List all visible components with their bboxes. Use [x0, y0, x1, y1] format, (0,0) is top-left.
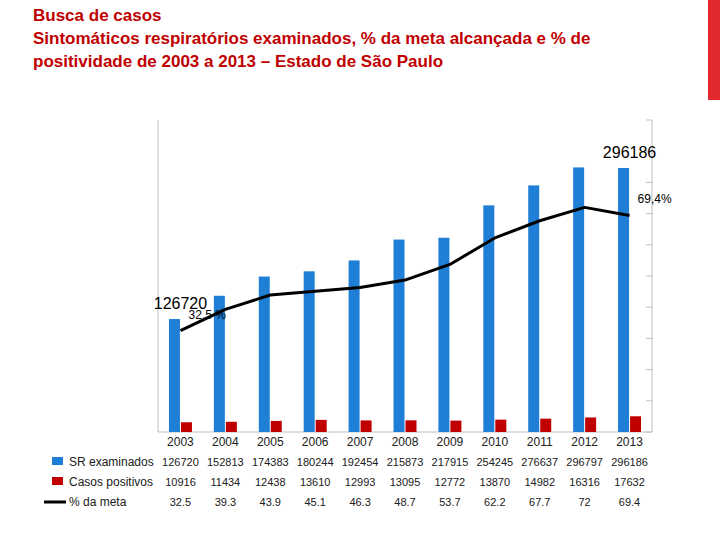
chart: 296186 69,4% 126720 32,5 % 2003 2004 2005 2006 2…: [0, 0, 720, 540]
y-axis: [158, 120, 159, 432]
bar: [259, 277, 270, 432]
x-tick-label: 2011: [527, 435, 553, 449]
y2-tick: [646, 213, 652, 214]
table-value: 12993: [345, 476, 376, 488]
bar: [495, 420, 506, 432]
table-value: 46.3: [349, 496, 370, 508]
table-value: 48.7: [394, 496, 415, 508]
y2-tick: [646, 120, 652, 121]
table-value: 69.4: [619, 496, 640, 508]
table-value: 174383: [252, 456, 289, 468]
line: [180, 207, 629, 330]
x-tick-label: 2013: [616, 435, 643, 449]
bar: [450, 421, 461, 432]
table-value: 13870: [480, 476, 511, 488]
bar: [540, 419, 551, 432]
y2-tick: [646, 276, 652, 277]
bar: [169, 319, 180, 432]
x-tick-label: 2007: [347, 435, 374, 449]
table-value: 192454: [342, 456, 379, 468]
table-value: 254245: [476, 456, 513, 468]
table-value: 217915: [432, 456, 469, 468]
table-value: 13610: [300, 476, 331, 488]
x-tick-label: 2008: [392, 435, 419, 449]
table-value: 180244: [297, 456, 334, 468]
y2-tick: [646, 182, 652, 183]
table-value: 39.3: [215, 496, 236, 508]
decor-bar: [708, 0, 720, 100]
table-value: 16316: [569, 476, 600, 488]
table-value: 296186: [611, 456, 648, 468]
bar: [585, 417, 596, 432]
table-value: 53.7: [439, 496, 460, 508]
bar: [630, 416, 641, 432]
table-value: 72: [579, 496, 591, 508]
bar: [394, 240, 405, 432]
table-value: 32.5: [170, 496, 191, 508]
x-tick-label: 2009: [437, 435, 464, 449]
table-value: 43.9: [260, 496, 281, 508]
y2-tick: [646, 307, 652, 308]
x-tick-label: 2004: [212, 435, 239, 449]
title: Busca de casos: [33, 4, 703, 27]
bar: [271, 421, 282, 432]
x-tick-label: 2010: [481, 435, 508, 449]
table-value: 11434: [210, 476, 240, 488]
subtitle: Sintomáticos respiratórios examinados, %…: [33, 27, 693, 73]
table-value: 296797: [566, 456, 603, 468]
table-value: 152813: [207, 456, 244, 468]
legend-swatch: [52, 477, 63, 485]
bar: [226, 422, 237, 432]
table-value: 14982: [524, 476, 555, 488]
table-value: 12772: [435, 476, 466, 488]
y2-tick: [646, 432, 652, 433]
x-tick-label: 2005: [257, 435, 284, 449]
legend-swatch: [44, 501, 66, 504]
table-value: 276637: [521, 456, 558, 468]
table-value: 12438: [255, 476, 286, 488]
bar: [181, 422, 192, 432]
plot-marks: [169, 167, 641, 432]
y2-tick: [646, 338, 652, 339]
table-value: 67.7: [529, 496, 550, 508]
annotation: 32,5 %: [188, 308, 226, 322]
table-value: 62.2: [484, 496, 505, 508]
table-value: 13095: [390, 476, 421, 488]
x-tick-label: 2012: [571, 435, 598, 449]
bar: [349, 260, 360, 432]
x-tick-label: 2006: [302, 435, 329, 449]
y2-tick: [646, 400, 652, 401]
legend-label: % da meta: [69, 495, 127, 509]
y2-tick: [646, 369, 652, 370]
bar: [304, 271, 315, 432]
y2-tick: [646, 244, 652, 245]
table-value: 126720: [162, 456, 199, 468]
table-value: 215873: [387, 456, 424, 468]
bar: [406, 420, 417, 432]
annotation: 296186: [603, 144, 656, 161]
bar: [361, 420, 372, 432]
legend-label: Casos positivos: [69, 475, 153, 489]
bar: [316, 420, 327, 432]
table-value: 17632: [614, 476, 645, 488]
table-value: 45.1: [304, 496, 325, 508]
table-value: 10916: [165, 476, 196, 488]
bar: [618, 168, 629, 432]
legend-swatch: [52, 457, 63, 465]
legend-label: SR examinados: [69, 455, 154, 469]
annotation: 69,4%: [638, 192, 672, 206]
x-tick-label: 2003: [167, 435, 194, 449]
